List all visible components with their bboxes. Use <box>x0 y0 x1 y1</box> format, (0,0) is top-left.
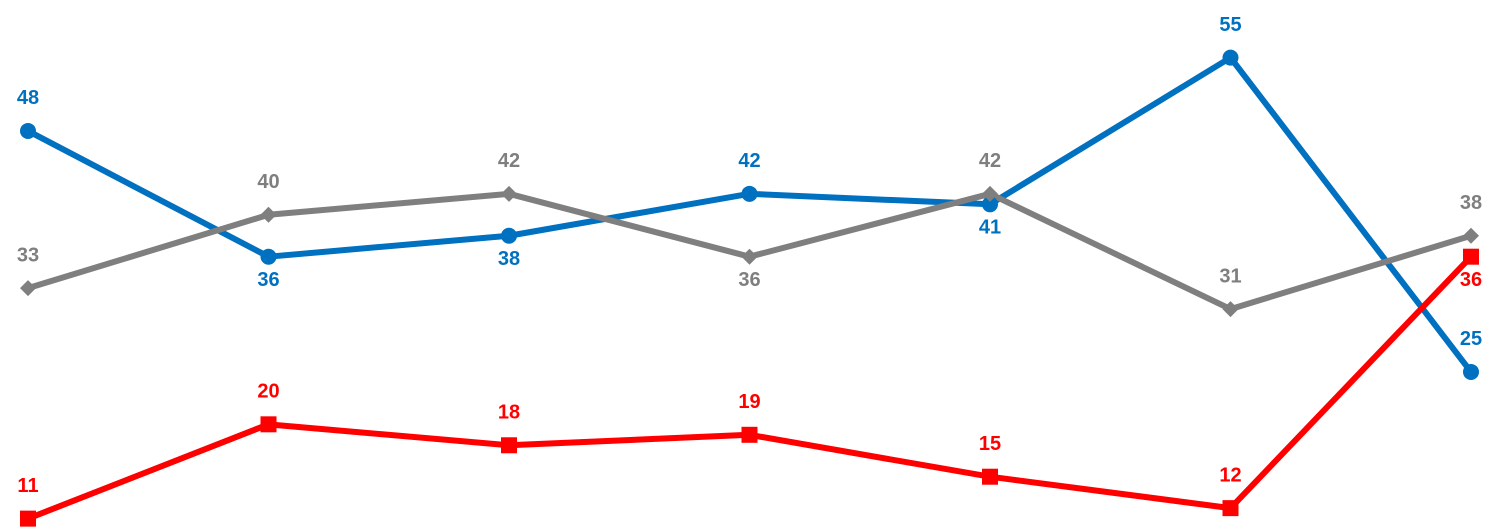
series-line <box>26 54 1474 374</box>
data-label: 41 <box>979 217 1001 239</box>
marker <box>1222 500 1239 517</box>
marker <box>741 185 758 202</box>
marker <box>982 185 998 202</box>
data-label: 11 <box>17 475 38 497</box>
data-label: 31 <box>1219 265 1241 287</box>
data-label: 42 <box>738 150 760 172</box>
data-label: 55 <box>1219 14 1241 36</box>
data-label: 20 <box>257 381 279 403</box>
marker <box>501 227 517 244</box>
marker <box>20 280 36 297</box>
series-line <box>26 254 1474 522</box>
data-label: 19 <box>738 391 760 413</box>
marker <box>1463 227 1479 244</box>
data-label: 36 <box>738 269 760 291</box>
data-label: 38 <box>498 248 520 270</box>
marker <box>501 185 517 202</box>
marker <box>982 196 998 213</box>
data-label: 12 <box>1219 464 1241 486</box>
marker <box>260 248 277 265</box>
data-label: 15 <box>979 433 1001 455</box>
marker <box>260 416 277 433</box>
data-label: 25 <box>1460 328 1482 350</box>
marker <box>1463 248 1479 265</box>
data-label: 42 <box>498 150 520 172</box>
marker <box>741 426 758 443</box>
data-label: 33 <box>17 244 39 266</box>
marker <box>982 468 998 485</box>
data-label: 36 <box>1460 269 1482 291</box>
marker <box>20 510 36 527</box>
marker <box>741 248 758 265</box>
marker <box>1222 49 1239 66</box>
marker <box>260 206 277 223</box>
data-label: 48 <box>17 87 39 109</box>
data-label: 42 <box>979 150 1001 172</box>
marker <box>1222 301 1239 318</box>
data-label: 18 <box>498 402 520 424</box>
marker <box>501 437 517 454</box>
marker <box>20 122 36 139</box>
data-label: 38 <box>1460 192 1482 214</box>
data-label: 36 <box>257 269 279 291</box>
marker <box>1463 363 1479 380</box>
data-label: 40 <box>257 171 279 193</box>
